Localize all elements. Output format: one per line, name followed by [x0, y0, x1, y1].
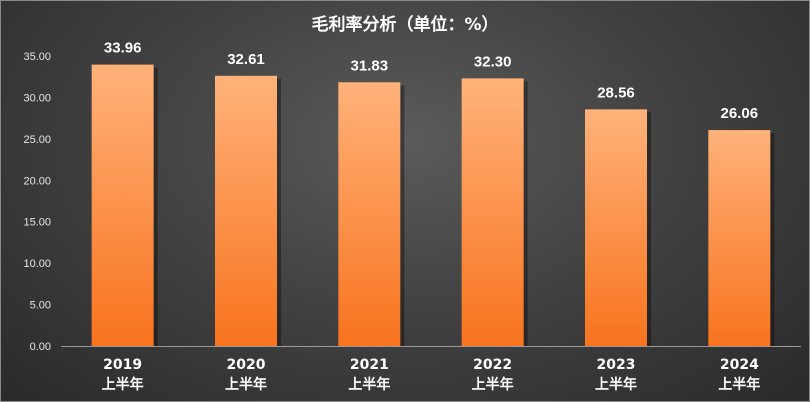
- x-tick-label-period: 上半年: [225, 376, 267, 393]
- bar-value-label: 31.83: [351, 57, 389, 74]
- y-tick-label: 30.00: [23, 92, 51, 104]
- x-tick-label-year: 2019: [103, 357, 142, 373]
- bar-value-label: 33.96: [104, 40, 142, 57]
- y-tick-label: 25.00: [23, 134, 51, 146]
- y-tick-label: 5.00: [30, 300, 51, 312]
- x-tick-label-year: 2023: [597, 357, 636, 373]
- bar: [461, 78, 524, 346]
- y-tick-label: 10.00: [23, 258, 51, 270]
- bar-value-label: 32.61: [227, 51, 265, 68]
- x-tick-label-year: 2022: [473, 357, 512, 373]
- bar-value-label: 26.06: [721, 105, 759, 122]
- chart-title: 毛利率分析（单位：%）: [311, 15, 499, 35]
- x-tick-label-year: 2021: [350, 357, 389, 373]
- y-tick-label: 20.00: [23, 175, 51, 187]
- x-tick-label-period: 上半年: [718, 376, 760, 393]
- bar: [338, 82, 401, 346]
- bar-value-label: 32.30: [474, 53, 512, 70]
- y-tick-label: 35.00: [23, 51, 51, 63]
- bar: [215, 75, 277, 346]
- x-tick-label-period: 上半年: [595, 376, 637, 393]
- y-tick-label: 0.00: [30, 341, 51, 353]
- x-tick-label-year: 2024: [720, 357, 759, 373]
- bar: [708, 130, 771, 346]
- x-tick-label-year: 2020: [227, 357, 266, 373]
- x-tick-label-period: 上半年: [472, 376, 514, 393]
- bar: [91, 64, 154, 347]
- x-tick-label-period: 上半年: [102, 376, 144, 393]
- bar-value-label: 28.56: [597, 84, 635, 101]
- bar: [585, 109, 647, 346]
- x-tick-label-period: 上半年: [348, 376, 390, 393]
- y-tick-label: 15.00: [23, 217, 51, 229]
